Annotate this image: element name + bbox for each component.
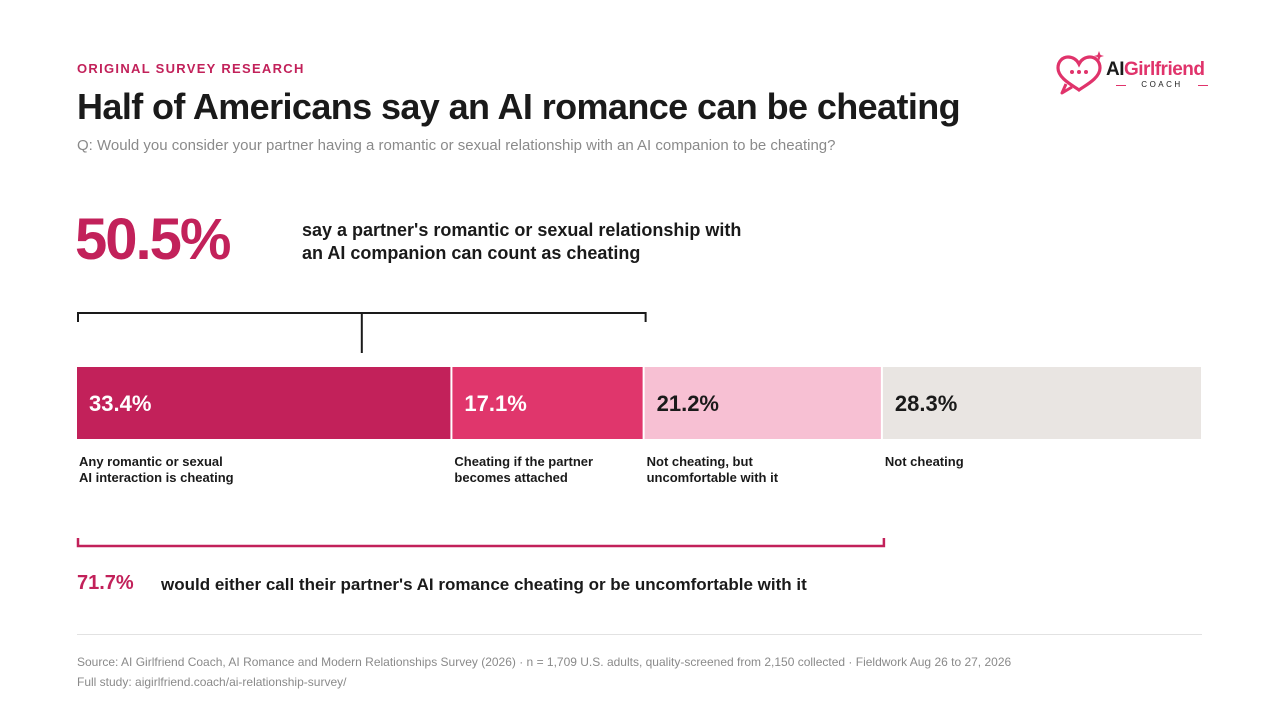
combined-stat-description: would either call their partner's AI rom… bbox=[161, 575, 807, 594]
combined-stat-value: 71.7% bbox=[77, 572, 134, 594]
bar-value-label-1: 33.4% bbox=[89, 391, 151, 416]
source-note: Source: AI Girlfriend Coach, AI Romance … bbox=[77, 655, 1012, 669]
bar-segment-4 bbox=[882, 367, 1201, 439]
category-label-4: Not cheating bbox=[885, 454, 964, 469]
eyebrow-label: ORIGINAL SURVEY RESEARCH bbox=[77, 61, 305, 76]
bar-value-label-4: 28.3% bbox=[895, 391, 957, 416]
headline-stat-value: 50.5% bbox=[75, 207, 231, 272]
brand-logo[interactable]: AIGirlfriend COACH bbox=[1054, 50, 1224, 96]
category-label-3: Not cheating, but uncomfortable with it bbox=[647, 454, 779, 485]
logo-wordmark: AIGirlfriend bbox=[1106, 59, 1205, 80]
bar-segment-2 bbox=[452, 367, 643, 439]
headline-stat-description: say a partner's romantic or sexual relat… bbox=[302, 220, 742, 263]
category-label-1: Any romantic or sexual AI interaction is … bbox=[79, 454, 234, 485]
chart-title: Half of Americans say an AI romance can … bbox=[77, 86, 961, 127]
bracket-cheating-total bbox=[77, 312, 647, 353]
footer-divider bbox=[77, 634, 1202, 635]
bracket-uncomfortable-total bbox=[76, 538, 886, 548]
survey-question: Q: Would you consider your partner havin… bbox=[77, 137, 836, 154]
logo-subtitle: COACH bbox=[1116, 80, 1208, 89]
heart-chat-bubble-icon bbox=[1056, 51, 1104, 95]
bar-segment-3 bbox=[644, 367, 881, 439]
bar-value-label-2: 17.1% bbox=[464, 391, 526, 416]
study-link[interactable]: Full study: aigirlfriend.coach/ai-relati… bbox=[77, 675, 347, 689]
category-label-2: Cheating if the partner becomes attached bbox=[454, 454, 593, 485]
bar-value-label-3: 21.2% bbox=[657, 391, 719, 416]
bar-segment-1 bbox=[77, 367, 451, 439]
